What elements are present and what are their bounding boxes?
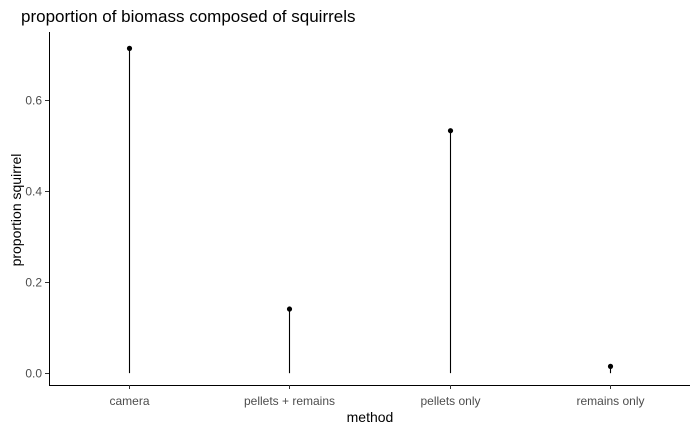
y-axis-title: proportion squirrel (8, 154, 24, 267)
y-tick-label: 0.2 (25, 276, 42, 290)
lollipop-point (447, 128, 454, 134)
y-tick-label: 0.0 (25, 367, 42, 381)
x-tick-label: remains only (576, 394, 644, 408)
x-tick-label: camera (109, 394, 149, 408)
x-tick-label: pellets + remains (244, 394, 335, 408)
lollipop-point (126, 45, 133, 51)
lollipop-point (607, 363, 614, 369)
x-tick-label: pellets only (420, 394, 480, 408)
y-tick-label: 0.4 (25, 185, 42, 199)
y-axis-ticks: 0.0 0.2 0.4 0.6 (25, 94, 49, 381)
chart-marks (126, 45, 614, 374)
x-axis-ticks: camera pellets + remains pellets only remai… (109, 385, 645, 408)
y-tick-label: 0.6 (25, 94, 42, 108)
x-axis-title: method (347, 409, 394, 425)
chart-title: proportion of biomass composed of squirr… (21, 7, 356, 26)
lollipop-point (286, 306, 293, 312)
